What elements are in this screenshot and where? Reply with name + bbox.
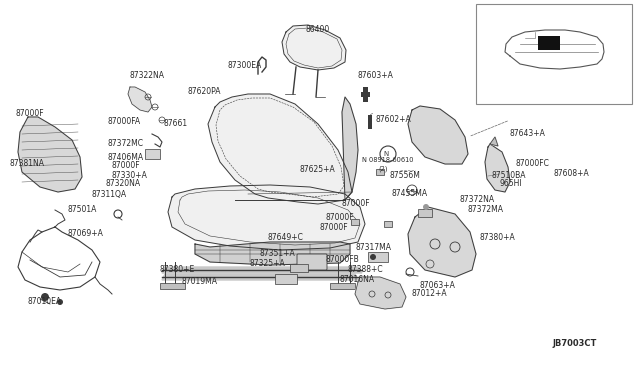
Bar: [368, 252, 388, 262]
Text: 87380+A: 87380+A: [480, 232, 516, 241]
Text: JB7003CT: JB7003CT: [552, 340, 596, 349]
Polygon shape: [408, 106, 468, 164]
Text: 87510BA: 87510BA: [492, 171, 527, 180]
Text: 87661: 87661: [163, 119, 187, 128]
Circle shape: [41, 293, 49, 301]
Text: 87069+A: 87069+A: [68, 230, 104, 238]
Circle shape: [423, 204, 429, 210]
Bar: [376, 169, 384, 175]
Polygon shape: [18, 117, 82, 192]
Text: 87000F: 87000F: [320, 224, 349, 232]
Text: 87501A: 87501A: [68, 205, 97, 215]
Text: 87372MA: 87372MA: [468, 205, 504, 214]
Text: 87000FC: 87000FC: [515, 160, 549, 169]
Text: 87455MA: 87455MA: [392, 189, 428, 198]
Text: 87372MC: 87372MC: [108, 138, 144, 148]
Text: 87351+A: 87351+A: [260, 250, 296, 259]
Text: 87000FA: 87000FA: [108, 118, 141, 126]
Text: 87300EA: 87300EA: [228, 61, 262, 71]
Text: 87556M: 87556M: [390, 171, 421, 180]
Bar: [363, 87, 368, 102]
Text: (2): (2): [378, 166, 387, 172]
Text: 87317MA: 87317MA: [355, 243, 391, 251]
Text: 87019MA: 87019MA: [182, 278, 218, 286]
Text: 87372NA: 87372NA: [460, 196, 495, 205]
Polygon shape: [162, 274, 358, 280]
Text: 86400: 86400: [306, 25, 330, 33]
Text: N 08918-60610: N 08918-60610: [362, 157, 413, 163]
Circle shape: [370, 254, 376, 260]
Bar: [368, 115, 372, 129]
Text: 87406MA: 87406MA: [108, 154, 144, 163]
Polygon shape: [490, 137, 498, 146]
FancyBboxPatch shape: [297, 254, 327, 270]
Text: 87602+A: 87602+A: [375, 115, 411, 124]
Text: 87388+C: 87388+C: [348, 264, 383, 273]
Polygon shape: [195, 242, 350, 265]
Text: 87063+A: 87063+A: [420, 282, 456, 291]
Text: 87643+A: 87643+A: [510, 129, 546, 138]
Bar: [275, 274, 297, 284]
Polygon shape: [162, 267, 362, 273]
Bar: [418, 209, 432, 217]
Text: 87320NA: 87320NA: [105, 180, 140, 189]
Text: 87311QA: 87311QA: [92, 190, 127, 199]
Bar: [384, 221, 392, 227]
Text: 87620PA: 87620PA: [188, 87, 221, 96]
Polygon shape: [408, 207, 476, 277]
Text: 87012+A: 87012+A: [412, 289, 447, 298]
Bar: [330, 283, 355, 289]
Bar: [160, 283, 185, 289]
Bar: [361, 92, 370, 97]
Text: 87608+A: 87608+A: [553, 170, 589, 179]
Polygon shape: [282, 25, 346, 70]
Text: 87380+E: 87380+E: [160, 266, 195, 275]
Text: 87000F: 87000F: [112, 161, 141, 170]
Bar: [290, 264, 308, 272]
Text: 87010EA: 87010EA: [28, 298, 62, 307]
Text: 87000FB: 87000FB: [326, 254, 360, 263]
Text: 87325+A: 87325+A: [250, 260, 285, 269]
Text: 87000F: 87000F: [15, 109, 44, 119]
Polygon shape: [342, 97, 358, 200]
Text: 87603+A: 87603+A: [358, 71, 394, 80]
Text: 87016NA: 87016NA: [340, 276, 375, 285]
Bar: [476, 4, 632, 104]
Polygon shape: [355, 277, 406, 309]
Text: 87330+A: 87330+A: [112, 170, 148, 180]
Text: 87000F: 87000F: [342, 199, 371, 208]
Text: N: N: [383, 151, 388, 157]
Circle shape: [57, 299, 63, 305]
Text: 965HI: 965HI: [500, 180, 523, 189]
Text: 87322NA: 87322NA: [130, 71, 165, 80]
Polygon shape: [208, 94, 352, 204]
Bar: [538, 36, 560, 50]
Bar: [351, 219, 359, 225]
Polygon shape: [505, 30, 604, 69]
Polygon shape: [485, 144, 510, 192]
Polygon shape: [128, 87, 152, 112]
Polygon shape: [168, 185, 365, 250]
Bar: [145, 149, 160, 159]
Text: 87381NA: 87381NA: [10, 160, 45, 169]
Text: 87649+C: 87649+C: [267, 232, 303, 241]
Text: 87000F: 87000F: [326, 212, 355, 221]
Text: 87625+A: 87625+A: [300, 164, 336, 173]
